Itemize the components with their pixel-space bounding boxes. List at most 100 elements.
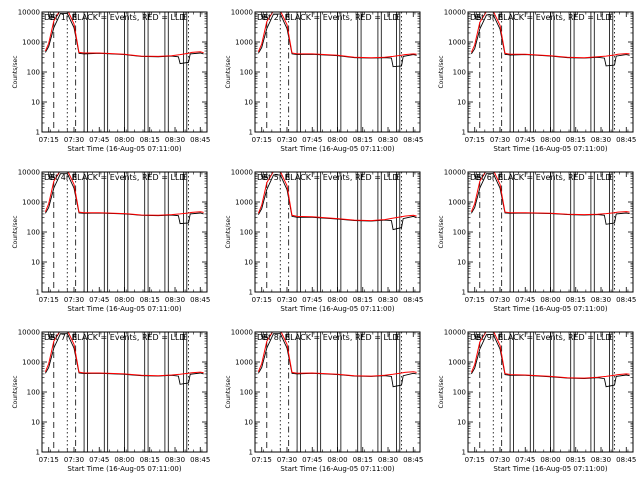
x-axis-label: Start Time (16-Aug-05 07:11:00) xyxy=(67,145,181,153)
x-tick-label: 08:00 xyxy=(540,136,560,144)
y-tick-label: 10 xyxy=(31,99,40,107)
x-tick-label: 07:30 xyxy=(490,136,510,144)
marker-glyph-3: E xyxy=(72,333,77,342)
x-axis-label: Start Time (16-Aug-05 07:11:00) xyxy=(67,305,181,313)
plot-area: ES E E xyxy=(470,172,630,292)
x-axis-label: Start Time (16-Aug-05 07:11:00) xyxy=(493,305,607,313)
x-axis-label: Start Time (16-Aug-05 07:11:00) xyxy=(280,145,394,153)
y-tick-label: 1 xyxy=(462,289,466,297)
y-axis-label: Counts/sec xyxy=(225,55,232,88)
marker-glyph-4: E xyxy=(395,173,400,182)
chart-title: Det 4r BLACK = Events, RED = LLD xyxy=(44,173,186,182)
x-tick-label: 08:15 xyxy=(353,296,373,304)
x-tick-label: 07:15 xyxy=(465,296,485,304)
x-tick-label: 08:45 xyxy=(616,136,636,144)
marker-glyph-3: E xyxy=(72,13,77,22)
chart-title: Det 2r BLACK = Events, RED = LLD xyxy=(257,13,399,22)
marker-glyph-4: E xyxy=(608,173,613,182)
x-tick-label: 08:30 xyxy=(165,136,185,144)
x-tick-label: 08:45 xyxy=(190,296,210,304)
x-tick-label: 07:30 xyxy=(64,296,84,304)
marker-glyph-1: E xyxy=(49,333,54,342)
y-tick-label: 1 xyxy=(462,129,466,137)
x-tick-label: 08:15 xyxy=(353,456,373,464)
x-tick-label: 08:15 xyxy=(566,456,586,464)
marker-glyph-1: E xyxy=(475,333,480,342)
x-tick-label: 08:30 xyxy=(591,456,611,464)
marker-glyph-3: E xyxy=(498,13,503,22)
x-tick-label: 07:45 xyxy=(302,136,322,144)
marker-glyph-2: S xyxy=(476,173,481,182)
y-tick-label: 1000 xyxy=(22,199,40,207)
x-tick-label: 07:45 xyxy=(515,296,535,304)
chart-title: Det 5r BLACK = Events, RED = LLD xyxy=(257,173,399,182)
x-tick-label: 07:30 xyxy=(277,296,297,304)
x-axis-label: Start Time (16-Aug-05 07:11:00) xyxy=(280,305,394,313)
x-tick-label: 08:15 xyxy=(140,136,160,144)
chart-title: Det 9r BLACK = Events, RED = LLD xyxy=(470,333,612,342)
x-tick-label: 08:00 xyxy=(540,296,560,304)
x-tick-label: 08:00 xyxy=(540,456,560,464)
lld-series-line xyxy=(470,12,630,59)
marker-glyph-3: E xyxy=(285,333,290,342)
y-tick-label: 1 xyxy=(36,289,40,297)
x-tick-label: 07:15 xyxy=(39,296,59,304)
x-tick-label: 08:15 xyxy=(353,136,373,144)
y-tick-label: 100 xyxy=(27,389,40,397)
plot-area: ES E E xyxy=(257,12,417,132)
x-tick-label: 08:15 xyxy=(566,296,586,304)
y-tick-label: 10000 xyxy=(231,329,253,337)
marker-glyph-4: E xyxy=(182,173,187,182)
y-tick-label: 10000 xyxy=(444,329,466,337)
x-tick-label: 07:30 xyxy=(490,296,510,304)
chart-title: Det 3r BLACK = Events, RED = LLD xyxy=(470,13,612,22)
y-tick-label: 1 xyxy=(36,449,40,457)
marker-glyph-2: S xyxy=(50,173,55,182)
y-tick-label: 10000 xyxy=(444,9,466,17)
x-tick-label: 07:45 xyxy=(89,296,109,304)
y-axis-label: Counts/sec xyxy=(12,375,19,408)
y-tick-label: 10 xyxy=(244,419,253,427)
x-axis-label: Start Time (16-Aug-05 07:11:00) xyxy=(493,465,607,473)
y-tick-label: 10000 xyxy=(18,329,40,337)
x-tick-label: 08:45 xyxy=(616,296,636,304)
y-tick-label: 1000 xyxy=(235,199,253,207)
y-tick-label: 1000 xyxy=(22,359,40,367)
y-tick-label: 10 xyxy=(244,259,253,267)
x-tick-label: 08:30 xyxy=(378,296,398,304)
y-tick-label: 100 xyxy=(27,69,40,77)
x-tick-label: 08:45 xyxy=(403,456,423,464)
x-tick-label: 08:00 xyxy=(114,456,134,464)
marker-glyph-2: S xyxy=(263,173,268,182)
y-axis-label: Counts/sec xyxy=(438,375,445,408)
x-axis-label: Start Time (16-Aug-05 07:11:00) xyxy=(493,145,607,153)
y-tick-label: 1 xyxy=(249,289,253,297)
x-tick-label: 07:30 xyxy=(490,456,510,464)
marker-glyph-2: S xyxy=(476,13,481,22)
x-tick-label: 07:45 xyxy=(515,456,535,464)
y-axis-label: Counts/sec xyxy=(438,55,445,88)
y-tick-label: 100 xyxy=(453,389,466,397)
y-tick-label: 10000 xyxy=(231,169,253,177)
x-tick-label: 07:15 xyxy=(252,136,272,144)
marker-glyph-1: E xyxy=(262,333,267,342)
x-tick-label: 08:15 xyxy=(140,456,160,464)
x-tick-label: 08:15 xyxy=(140,296,160,304)
x-tick-label: 08:30 xyxy=(378,136,398,144)
y-tick-label: 1000 xyxy=(448,199,466,207)
x-tick-label: 08:30 xyxy=(165,296,185,304)
y-tick-label: 1000 xyxy=(448,39,466,47)
marker-glyph-4: E xyxy=(395,13,400,22)
plot-area: ES E E xyxy=(470,332,630,452)
x-tick-label: 08:00 xyxy=(114,136,134,144)
x-tick-label: 07:15 xyxy=(465,456,485,464)
